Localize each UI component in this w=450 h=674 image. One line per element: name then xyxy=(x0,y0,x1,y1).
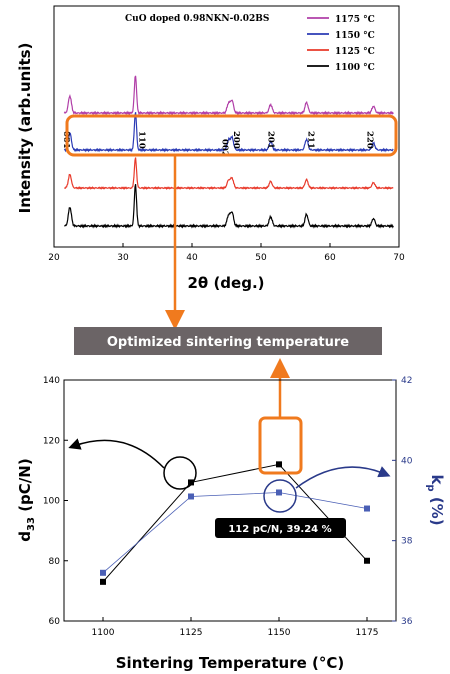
kp-arrow xyxy=(295,466,391,489)
property-x-ticks: 1100 1125 1150 1175 xyxy=(92,617,379,638)
kp-point xyxy=(100,569,106,576)
xrd-x-tick-label: 20 xyxy=(48,253,60,263)
xrd-x-tick-label: 30 xyxy=(117,253,129,263)
property-x-tick-label: 1175 xyxy=(356,628,379,638)
right-y-tick-label: 40 xyxy=(401,456,413,466)
d33-point xyxy=(364,557,370,564)
d33-point xyxy=(276,461,282,468)
property-plot-frame xyxy=(63,379,397,622)
left-y-tick-label: 120 xyxy=(43,436,60,446)
d33-arrow xyxy=(68,438,165,469)
property-x-axis-label: Sintering Temperature (°C) xyxy=(116,654,344,672)
legend-label: 1125 °C xyxy=(335,47,375,57)
kp-point xyxy=(364,505,370,512)
xrd-plot-frame xyxy=(53,5,400,248)
left-y-ticks: 60 80 100 120 140 xyxy=(43,376,68,627)
optimized-banner: Optimized sintering temperature xyxy=(74,327,382,355)
xrd-x-tick-label: 60 xyxy=(324,253,336,263)
d33-series-line xyxy=(102,463,368,583)
kp-highlight-circle xyxy=(263,479,297,513)
xrd-peak-label: 211 xyxy=(306,131,316,149)
d33-point xyxy=(188,479,194,486)
xrd-trace xyxy=(63,112,394,153)
right-y-tick-label: 36 xyxy=(401,617,413,627)
legend-label: 1175 °C xyxy=(335,15,375,25)
xrd-peak-label: 200 xyxy=(231,131,241,149)
xrd-peak-label: 002 xyxy=(220,139,230,157)
right-y-ticks: 36 38 40 42 xyxy=(392,376,413,627)
kp-axis-label: kp (%) xyxy=(425,474,446,525)
d33-axis-label: d33 (pC/N) xyxy=(16,458,37,541)
xrd-x-tick-label: 70 xyxy=(393,253,405,263)
banner-text: Optimized sintering temperature xyxy=(107,335,349,350)
left-y-tick-label: 60 xyxy=(49,617,61,627)
right-y-tick-label: 42 xyxy=(401,376,412,386)
xrd-x-tick-label: 50 xyxy=(255,253,267,263)
legend-label: 1100 °C xyxy=(335,63,375,73)
xrd-peak-label: 201 xyxy=(266,131,276,149)
value-callout: 112 pC/N, 39.24 % xyxy=(215,518,346,538)
xrd-trace xyxy=(64,183,394,229)
xrd-highlight-box xyxy=(65,114,398,157)
xrd-x-axis-label: 2θ (deg.) xyxy=(187,274,264,292)
left-y-tick-label: 140 xyxy=(43,376,60,386)
left-y-tick-label: 100 xyxy=(43,497,60,507)
d33-highlight-circle xyxy=(163,456,197,490)
callout-text: 112 pC/N, 39.24 % xyxy=(228,524,331,535)
xrd-legend: CuO doped 0.98NKN-0.02BS 1175 °C 1150 °C 11… xyxy=(125,14,375,73)
xrd-trace xyxy=(63,75,394,116)
d33-point xyxy=(100,578,106,585)
legend-label: 1150 °C xyxy=(335,31,375,41)
left-y-tick-label: 80 xyxy=(49,557,61,567)
kp-point xyxy=(188,493,194,500)
xrd-peak-labels: 001 110 002 200 201 211 220 xyxy=(61,131,375,157)
right-y-tick-label: 38 xyxy=(401,537,413,547)
callout-background xyxy=(215,518,346,538)
xrd-y-axis-label: Intensity (arb.units) xyxy=(16,43,34,214)
property-x-tick-label: 1125 xyxy=(180,628,203,638)
xrd-peak-label: 220 xyxy=(364,131,374,149)
banner-background xyxy=(74,327,382,355)
xrd-x-tick-label: 40 xyxy=(186,253,198,263)
kp-point xyxy=(276,489,282,496)
property-x-tick-label: 1150 xyxy=(268,628,291,638)
optimum-highlight-box xyxy=(258,416,303,475)
xrd-traces xyxy=(63,75,394,229)
xrd-x-ticks: 20 30 40 50 60 70 xyxy=(48,243,405,263)
xrd-trace xyxy=(63,157,394,190)
xrd-peak-label: 110 xyxy=(136,131,146,149)
xrd-chart-title: CuO doped 0.98NKN-0.02BS xyxy=(125,14,269,24)
property-series xyxy=(100,461,370,585)
xrd-chart: 20 30 40 50 60 70 001 110 002 200 201 211 220 CuO d… xyxy=(16,5,405,292)
property-x-tick-label: 1100 xyxy=(92,628,115,638)
kp-series-line xyxy=(102,492,368,574)
